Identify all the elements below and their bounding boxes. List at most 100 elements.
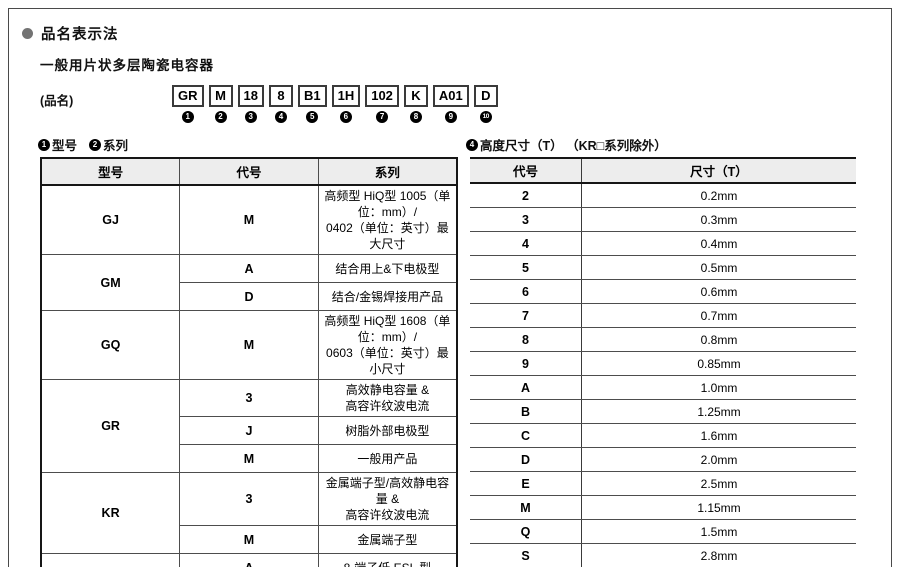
series-desc-cell: 结合/金锡焊接用产品 bbox=[317, 282, 458, 311]
part-code-box-unit: D 10 bbox=[473, 85, 498, 123]
code-cell: M bbox=[179, 444, 319, 473]
code-cell: A bbox=[179, 553, 319, 567]
part-code-box: B1 bbox=[297, 85, 327, 107]
code-cell: 8 bbox=[470, 327, 582, 352]
table-row: Q 1.5mm bbox=[470, 519, 856, 544]
section-label-item: 1 型号 bbox=[38, 135, 77, 154]
series-desc-cell: 高频型 HiQ型 1608（单位：mm）/ 0603（单位：英寸）最小尺寸 bbox=[317, 310, 458, 380]
table-row: 8 0.8mm bbox=[470, 327, 856, 352]
table-row: GQ M 高频型 HiQ型 1608（单位：mm）/ 0603（单位：英寸）最小尺寸 bbox=[40, 310, 458, 380]
table-row: S 2.8mm bbox=[470, 543, 856, 567]
digit-circle-icon: 2 bbox=[214, 111, 227, 123]
digit-circle-icon: 7 bbox=[376, 111, 389, 123]
part-code-boxes: GR 1 M 2 18 3 8 4 B1 5 1H 6 102 7 K 8 A01 9 D 10 bbox=[172, 85, 498, 123]
digit-circle-icon: 4 bbox=[466, 138, 478, 151]
digit-circle-icon: 8 bbox=[409, 111, 422, 123]
table-row: E 2.5mm bbox=[470, 471, 856, 496]
code-cell: 2 bbox=[470, 183, 582, 208]
table-row: 6 0.6mm bbox=[470, 279, 856, 304]
size-value-cell: 0.8mm bbox=[581, 327, 856, 352]
section-label-item: 4 高度尺寸（T） （KR□系列除外） bbox=[466, 135, 667, 154]
height-table: 代号 尺寸（T） 2 0.2mm 3 0.3mm 4 0.4mm 5 0.5mm 6 0.6mm 7 0… bbox=[470, 157, 856, 567]
code-cell: M bbox=[179, 525, 319, 554]
series-desc-cell: 金属端子型/高效静电容量 & 高容许纹波电流 bbox=[317, 472, 458, 526]
digit-circle-icon: 1 bbox=[38, 138, 50, 151]
column-header: 系列 bbox=[317, 157, 458, 186]
section-heading: 品名表示法 bbox=[22, 23, 119, 44]
digit-circle-icon: 9 bbox=[444, 111, 457, 123]
part-code-box: A01 bbox=[432, 85, 469, 107]
model-series-table-head: 型号 代号 系列 bbox=[40, 157, 458, 186]
code-cell: S bbox=[470, 543, 582, 567]
size-value-cell: 0.6mm bbox=[581, 279, 856, 304]
section-label-item: 2 系列 bbox=[89, 135, 128, 154]
code-cell: M bbox=[470, 495, 582, 520]
table-row: C 1.6mm bbox=[470, 423, 856, 448]
part-code-box: 102 bbox=[365, 85, 399, 107]
digit-circle-icon: 2 bbox=[89, 138, 102, 151]
part-code-box: M bbox=[208, 85, 233, 107]
code-cell: 5 bbox=[470, 255, 582, 280]
part-code-box: 18 bbox=[237, 85, 264, 107]
part-code-box-unit: 1H 6 bbox=[331, 85, 361, 123]
height-table-body: 2 0.2mm 3 0.3mm 4 0.4mm 5 0.5mm 6 0.6mm 7 0.7mm 8 0.8… bbox=[470, 183, 856, 567]
code-cell: 3 bbox=[470, 207, 582, 232]
size-value-cell: 2.0mm bbox=[581, 447, 856, 472]
table-row: 4 0.4mm bbox=[470, 231, 856, 256]
part-code-box: 8 bbox=[268, 85, 293, 107]
table-row: D 2.0mm bbox=[470, 447, 856, 472]
code-cell: 7 bbox=[470, 303, 582, 328]
table-row: 3 0.3mm bbox=[470, 207, 856, 232]
code-cell: A bbox=[470, 375, 582, 400]
series-desc-cell: 高效静电容量 & 高容许纹波电流 bbox=[317, 379, 458, 417]
code-cell: D bbox=[470, 447, 582, 472]
series-desc-cell: 树脂外部电极型 bbox=[317, 416, 458, 445]
digit-circle-icon: 6 bbox=[339, 111, 352, 123]
model-series-section-label: 1 型号 2 系列 bbox=[38, 135, 128, 154]
code-cell: 3 bbox=[179, 379, 319, 417]
size-value-cell: 1.6mm bbox=[581, 423, 856, 448]
section-label-text: 高度尺寸（T） （KR□系列除外） bbox=[480, 139, 667, 153]
code-cell: 4 bbox=[470, 231, 582, 256]
model-cell: KR bbox=[40, 472, 181, 554]
column-header: 代号 bbox=[179, 157, 319, 186]
code-cell: Q bbox=[470, 519, 582, 544]
digit-circle-icon: 10 bbox=[479, 111, 492, 123]
height-section-label: 4 高度尺寸（T） （KR□系列除外） bbox=[466, 135, 667, 154]
page-title: 品名表示法 bbox=[41, 27, 119, 43]
table-row: GR 3 高效静电容量 & 高容许纹波电流 bbox=[40, 379, 458, 473]
size-value-cell: 1.5mm bbox=[581, 519, 856, 544]
table-row: M 一般用产品 bbox=[41, 444, 458, 473]
table-row: M 金属端子型 bbox=[41, 525, 458, 554]
digit-circle-icon: 5 bbox=[306, 111, 319, 123]
size-value-cell: 0.5mm bbox=[581, 255, 856, 280]
size-value-cell: 2.5mm bbox=[581, 471, 856, 496]
part-code-box: D bbox=[473, 85, 498, 107]
table-row: GJ M 高频型 HiQ型 1005（单位：mm）/ 0402（单位：英寸）最大尺寸 bbox=[40, 184, 458, 255]
table-row: 9 0.85mm bbox=[470, 351, 856, 376]
code-cell: 3 bbox=[179, 472, 319, 526]
height-table-head: 代号 尺寸（T） bbox=[470, 158, 856, 184]
model-series-table: 型号 代号 系列 GJ M 高频型 HiQ型 1005（单位：mm）/ 0402（单位：… bbox=[40, 157, 458, 567]
size-value-cell: 0.4mm bbox=[581, 231, 856, 256]
table-row: KR 3 金属端子型/高效静电容量 & 高容许纹波电流 bbox=[40, 472, 458, 554]
size-value-cell: 0.85mm bbox=[581, 351, 856, 376]
part-code-box-unit: GR 1 bbox=[172, 85, 204, 123]
size-value-cell: 0.7mm bbox=[581, 303, 856, 328]
code-cell: 9 bbox=[470, 351, 582, 376]
model-series-table-body: GJ M 高频型 HiQ型 1005（单位：mm）/ 0402（单位：英寸）最大尺寸… bbox=[40, 184, 458, 567]
digit-circle-icon: 4 bbox=[274, 111, 287, 123]
table-row: B 1.25mm bbox=[470, 399, 856, 424]
size-value-cell: 1.0mm bbox=[581, 375, 856, 400]
part-code-box: GR bbox=[172, 85, 204, 107]
code-cell: J bbox=[179, 416, 319, 445]
size-value-cell: 0.3mm bbox=[581, 207, 856, 232]
part-code-box: 1H bbox=[331, 85, 361, 107]
model-cell: GJ bbox=[40, 184, 181, 255]
code-cell: B bbox=[470, 399, 582, 424]
code-cell: A bbox=[179, 254, 319, 283]
code-cell: D bbox=[179, 282, 319, 311]
series-desc-cell: 金属端子型 bbox=[317, 525, 458, 554]
